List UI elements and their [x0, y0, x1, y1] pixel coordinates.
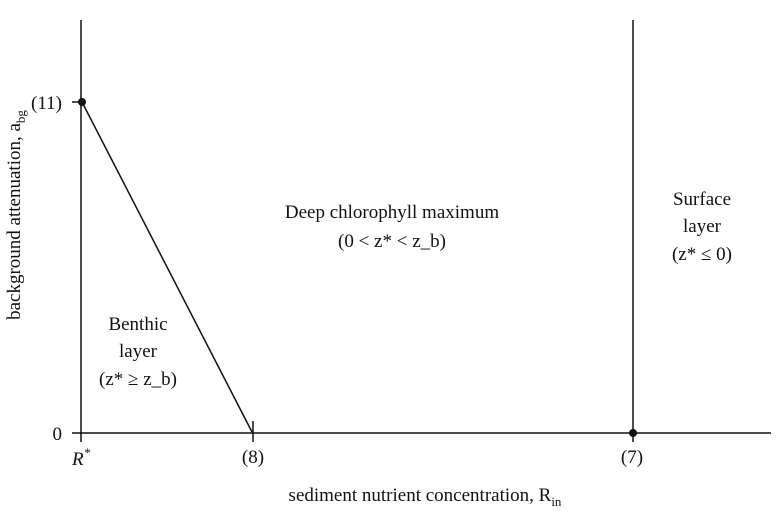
x-tick-label-7: (7): [621, 447, 643, 468]
y-axis-label: background attenuation, abg: [4, 110, 28, 320]
x-tick-label-r-star: R*: [71, 445, 91, 470]
surface-region-condition: (z* ≤ 0): [672, 244, 732, 265]
surface-region-subtitle: layer: [683, 216, 722, 237]
benthic-region-subtitle: layer: [119, 341, 158, 362]
x-tick-label-8: (8): [242, 447, 264, 468]
y-tick-label-0: 0: [53, 424, 63, 445]
benthic-boundary-line: [81, 101, 253, 433]
deep-region-title: Deep chlorophyll maximum: [285, 202, 499, 223]
point-7: [629, 429, 637, 437]
deep-region-condition: (0 < z* < z_b): [338, 231, 446, 252]
benthic-region-title: Benthic: [108, 314, 167, 335]
surface-region-title: Surface: [673, 189, 731, 210]
y-tick-label-11: (11): [31, 93, 62, 114]
benthic-region-condition: (z* ≥ z_b): [99, 369, 177, 390]
point-11: [78, 98, 86, 106]
x-axis-label: sediment nutrient concentration, Rin: [289, 485, 562, 509]
